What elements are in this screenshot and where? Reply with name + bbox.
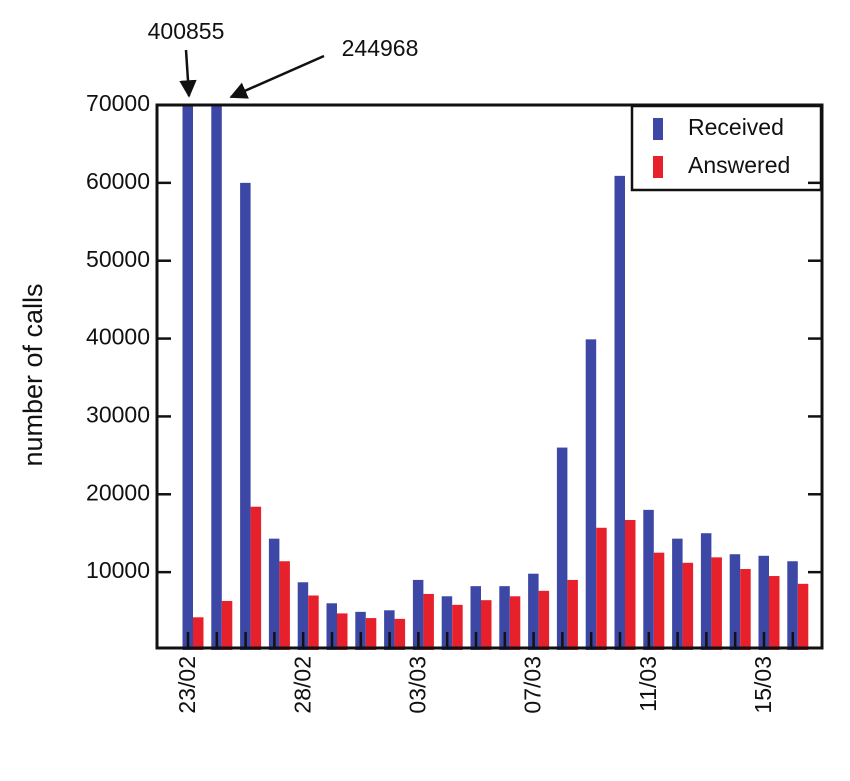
bar [729, 554, 741, 650]
legend: Received Answered [630, 104, 823, 192]
y-tick-label: 10000 [86, 557, 150, 583]
legend-box [630, 104, 823, 192]
bar [365, 618, 377, 650]
bar [481, 600, 492, 650]
bar [240, 182, 251, 650]
x-tick-label: 11/03 [635, 656, 661, 712]
bar [211, 105, 222, 650]
bar [326, 603, 337, 650]
bar [423, 593, 434, 650]
y-tick-label: 30000 [86, 402, 150, 428]
bar [567, 579, 578, 650]
bar [182, 105, 193, 650]
y-tick-label: 50000 [86, 246, 150, 272]
y-tick-label: 70000 [86, 90, 150, 116]
bar [625, 519, 636, 650]
bar [221, 600, 233, 650]
y-axis-label: number of calls [18, 283, 48, 466]
legend-swatch [653, 156, 663, 178]
legend-swatch [653, 118, 663, 140]
bar [556, 447, 568, 650]
plot-frame [155, 103, 824, 650]
bar [412, 579, 424, 650]
bar [441, 596, 453, 650]
bar [672, 538, 683, 650]
x-tick-label: 07/03 [520, 656, 546, 714]
bar [585, 339, 597, 650]
legend-label: Received [688, 114, 784, 140]
bar [308, 595, 319, 650]
y-tick-label: 60000 [86, 168, 150, 194]
bar [740, 569, 751, 650]
bar [700, 533, 712, 650]
bar [499, 586, 510, 650]
bar [643, 509, 654, 650]
bar [297, 582, 309, 650]
x-tick-label: 03/03 [404, 656, 430, 714]
bar [653, 552, 665, 650]
x-tick-label: 23/02 [174, 656, 200, 714]
annotation-arrow [229, 54, 325, 99]
bar [279, 561, 290, 650]
bar [337, 613, 348, 650]
x-tick-label: 28/02 [289, 656, 315, 714]
legend-label: Answered [688, 152, 790, 178]
bar [384, 610, 395, 650]
annotation: 244968 [342, 35, 419, 61]
bar [769, 576, 780, 650]
bar [596, 527, 607, 650]
annotation-arrow [179, 49, 197, 98]
bar [470, 586, 481, 650]
bar [193, 617, 204, 650]
bar [452, 604, 463, 650]
bar [538, 590, 550, 650]
bar [711, 557, 722, 650]
bar [250, 506, 262, 650]
bar [394, 618, 406, 650]
bar [797, 583, 809, 650]
bar [787, 561, 798, 650]
annotation: 400855 [148, 18, 225, 44]
bar [614, 175, 625, 650]
bar [509, 596, 521, 650]
y-tick-label: 20000 [86, 479, 150, 505]
y-tick-label: 40000 [86, 324, 150, 350]
bar [268, 538, 280, 650]
bar [355, 611, 366, 650]
bars [182, 105, 809, 650]
bar [682, 562, 694, 650]
bar [758, 555, 769, 650]
x-tick-label: 15/03 [750, 656, 776, 714]
bar [528, 573, 539, 650]
